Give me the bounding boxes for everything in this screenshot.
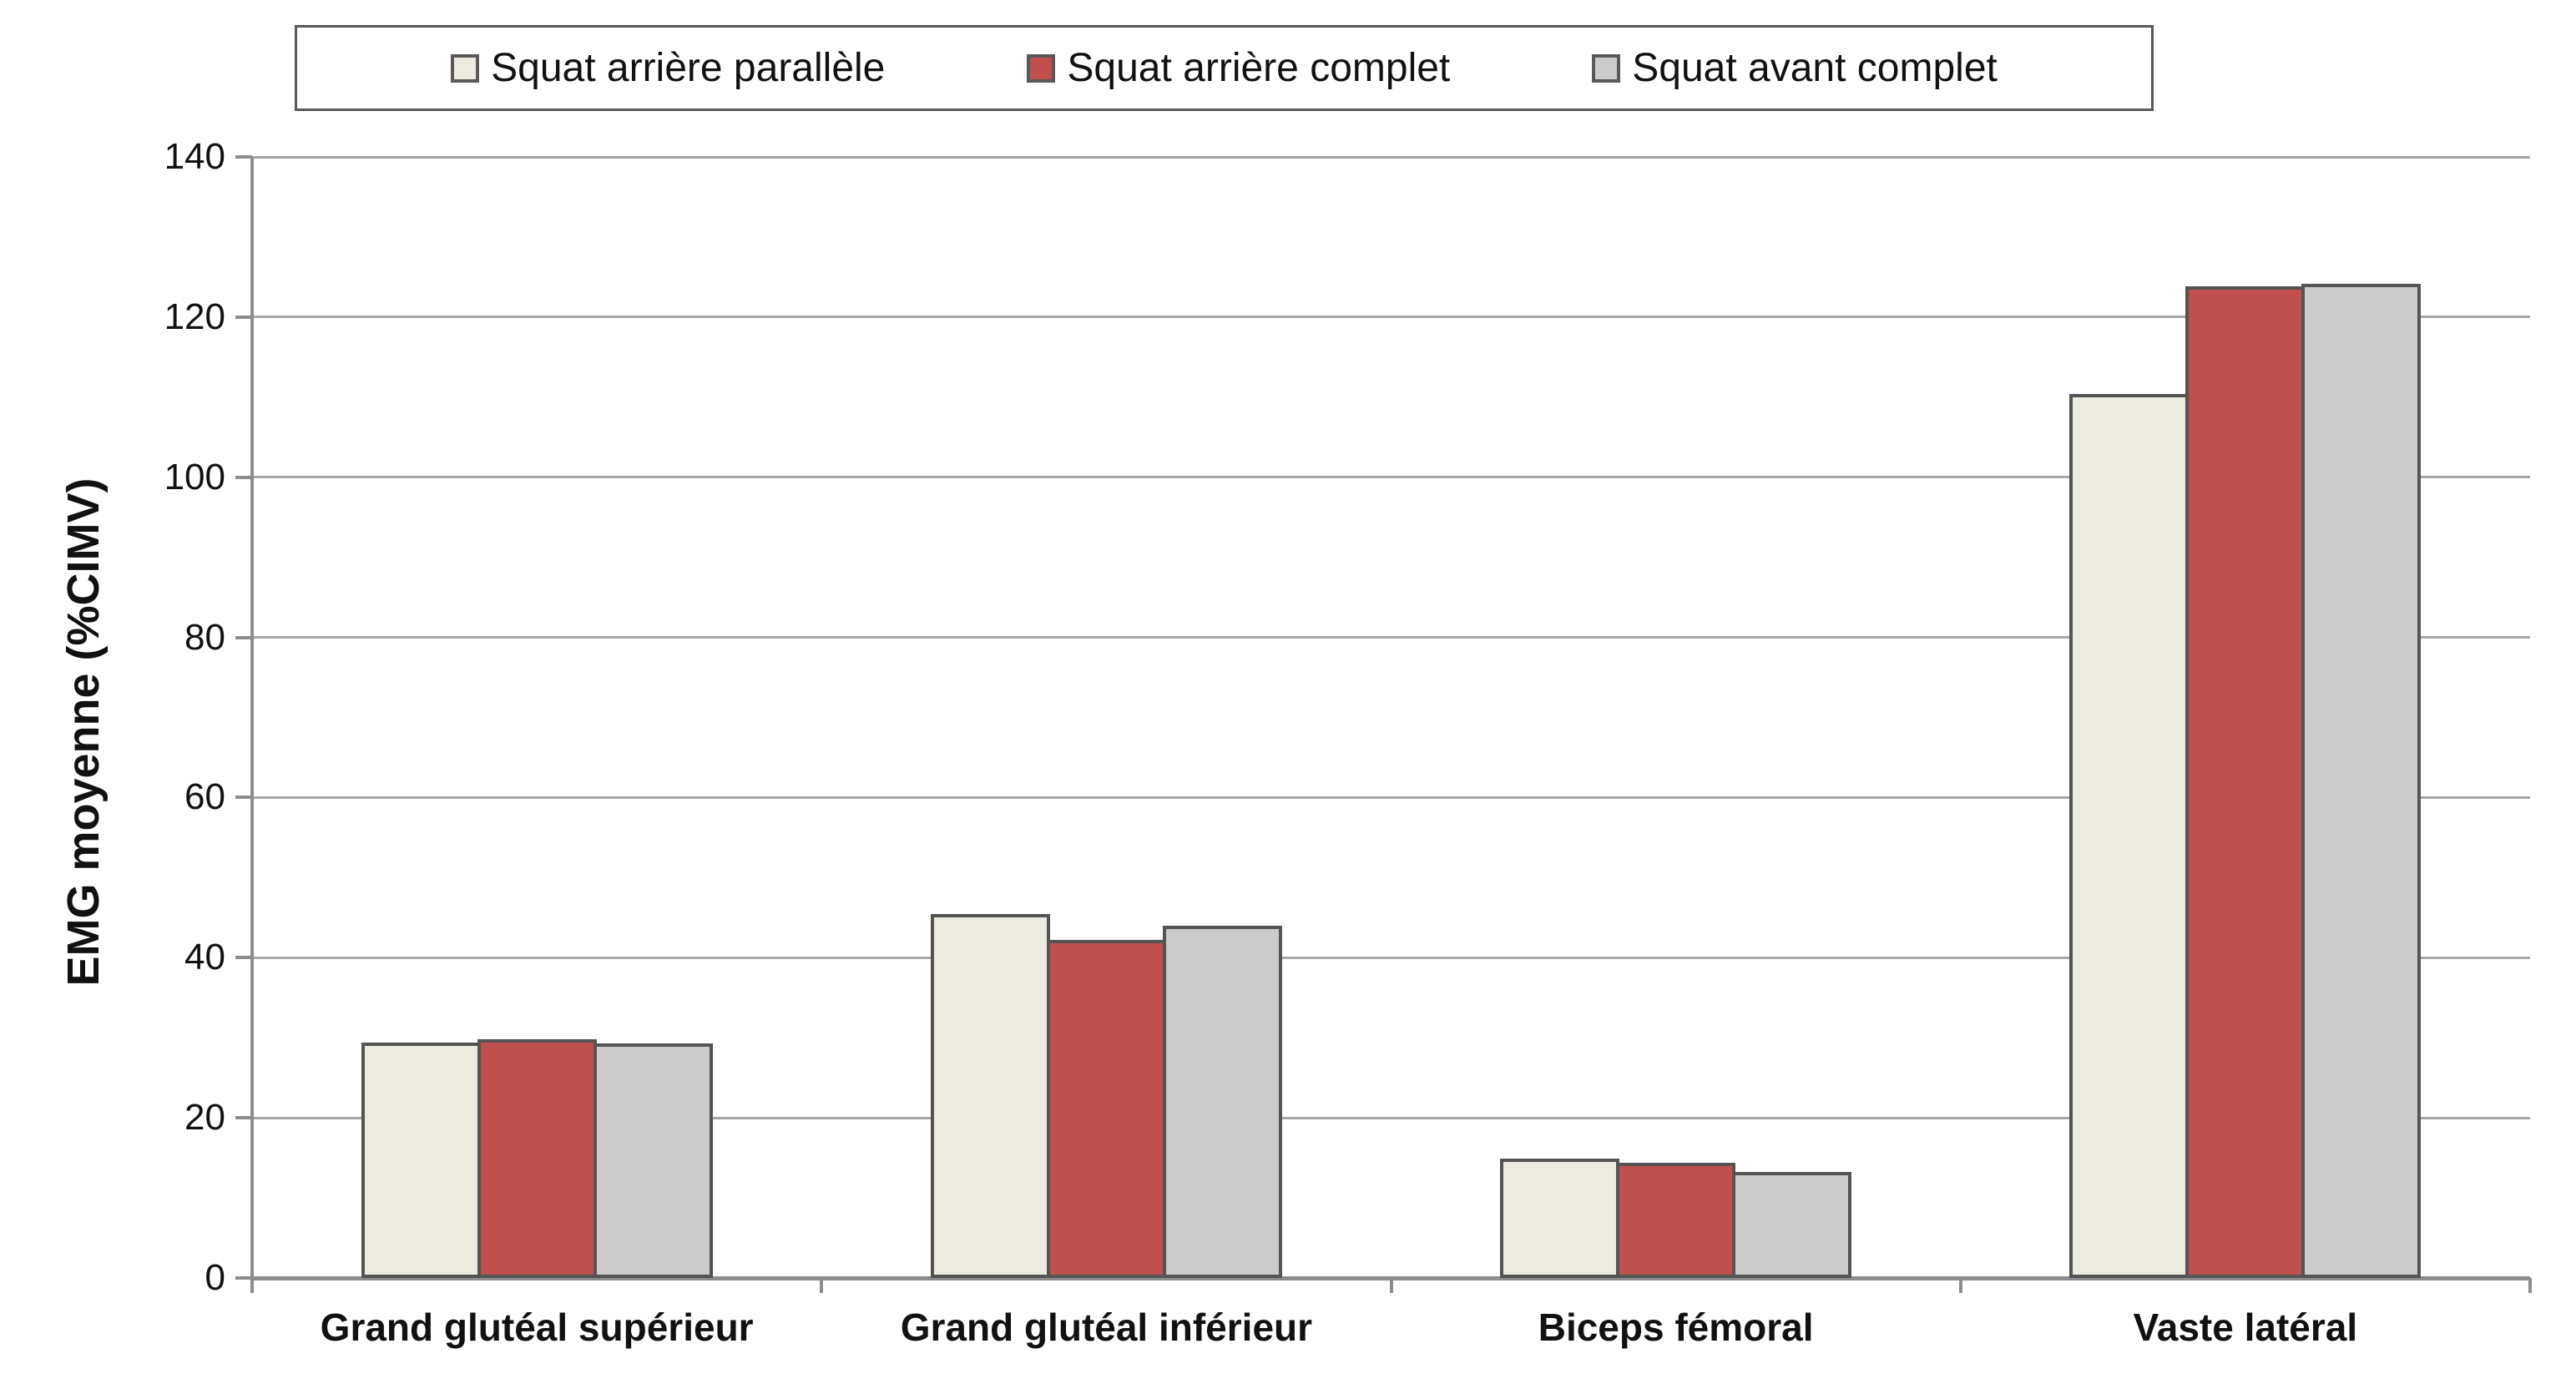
legend: Squat arrière parallèle Squat arrière com… xyxy=(295,25,2154,111)
y-tick-mark xyxy=(235,155,252,159)
y-axis-line xyxy=(250,157,254,1293)
y-tick-mark xyxy=(235,635,252,639)
bar-series2-cat1 xyxy=(477,1039,597,1278)
legend-swatch-icon xyxy=(1592,53,1621,83)
y-tick-label: 80 xyxy=(184,616,225,658)
bar-series3-cat4 xyxy=(2301,283,2422,1278)
legend-swatch-icon xyxy=(1027,53,1056,83)
y-tick-mark xyxy=(235,1116,252,1120)
bar-series2-cat2 xyxy=(1046,940,1166,1278)
y-tick-label: 0 xyxy=(205,1257,225,1298)
legend-item: Squat arrière complet xyxy=(1027,48,1450,88)
gridline xyxy=(252,636,2530,639)
bar-series1-cat3 xyxy=(1500,1159,1620,1278)
legend-label: Squat arrière parallèle xyxy=(491,45,886,90)
y-tick-mark xyxy=(235,1276,252,1280)
x-axis-line xyxy=(252,1276,2530,1280)
y-tick-mark xyxy=(235,315,252,319)
x-tick-mark xyxy=(820,1278,824,1293)
bar-series1-cat4 xyxy=(2069,393,2190,1278)
x-axis-category-label: Biceps fémoral xyxy=(1538,1306,1814,1349)
legend-swatch-icon xyxy=(451,53,480,83)
x-tick-mark xyxy=(1958,1278,1962,1293)
legend-label: Squat avant complet xyxy=(1632,45,1998,90)
gridline xyxy=(252,956,2530,959)
x-tick-mark xyxy=(1389,1278,1393,1293)
bar-series2-cat4 xyxy=(2185,286,2306,1278)
y-tick-label: 60 xyxy=(184,776,225,818)
bar-series2-cat3 xyxy=(1616,1162,1736,1278)
gridline xyxy=(252,795,2530,799)
y-tick-label: 140 xyxy=(164,136,225,177)
y-tick-mark xyxy=(235,475,252,479)
x-tick-mark xyxy=(250,1278,254,1293)
bar-series1-cat1 xyxy=(361,1042,481,1278)
y-tick-label: 100 xyxy=(164,456,225,497)
legend-item: Squat avant complet xyxy=(1592,48,1998,88)
y-tick-label: 120 xyxy=(164,295,225,337)
legend-label: Squat arrière complet xyxy=(1067,45,1451,90)
y-tick-mark xyxy=(235,956,252,960)
bar-series3-cat3 xyxy=(1732,1172,1852,1278)
y-tick-label: 40 xyxy=(184,937,225,978)
gridline xyxy=(252,155,2530,159)
bar-series3-cat1 xyxy=(593,1043,713,1278)
x-axis-category-label: Vaste latéral xyxy=(2133,1306,2358,1349)
gridline xyxy=(252,476,2530,479)
y-tick-label: 20 xyxy=(184,1097,225,1139)
x-tick-mark xyxy=(2528,1278,2532,1293)
legend-item: Squat arrière parallèle xyxy=(451,48,885,88)
bar-series3-cat2 xyxy=(1162,925,1282,1278)
x-axis-category-label: Grand glutéal supérieur xyxy=(320,1306,754,1349)
bar-series1-cat2 xyxy=(930,914,1050,1278)
gridline xyxy=(252,316,2530,319)
gridline xyxy=(252,1116,2530,1119)
y-tick-mark xyxy=(235,795,252,800)
x-axis-category-label: Grand glutéal inférieur xyxy=(900,1306,1313,1349)
